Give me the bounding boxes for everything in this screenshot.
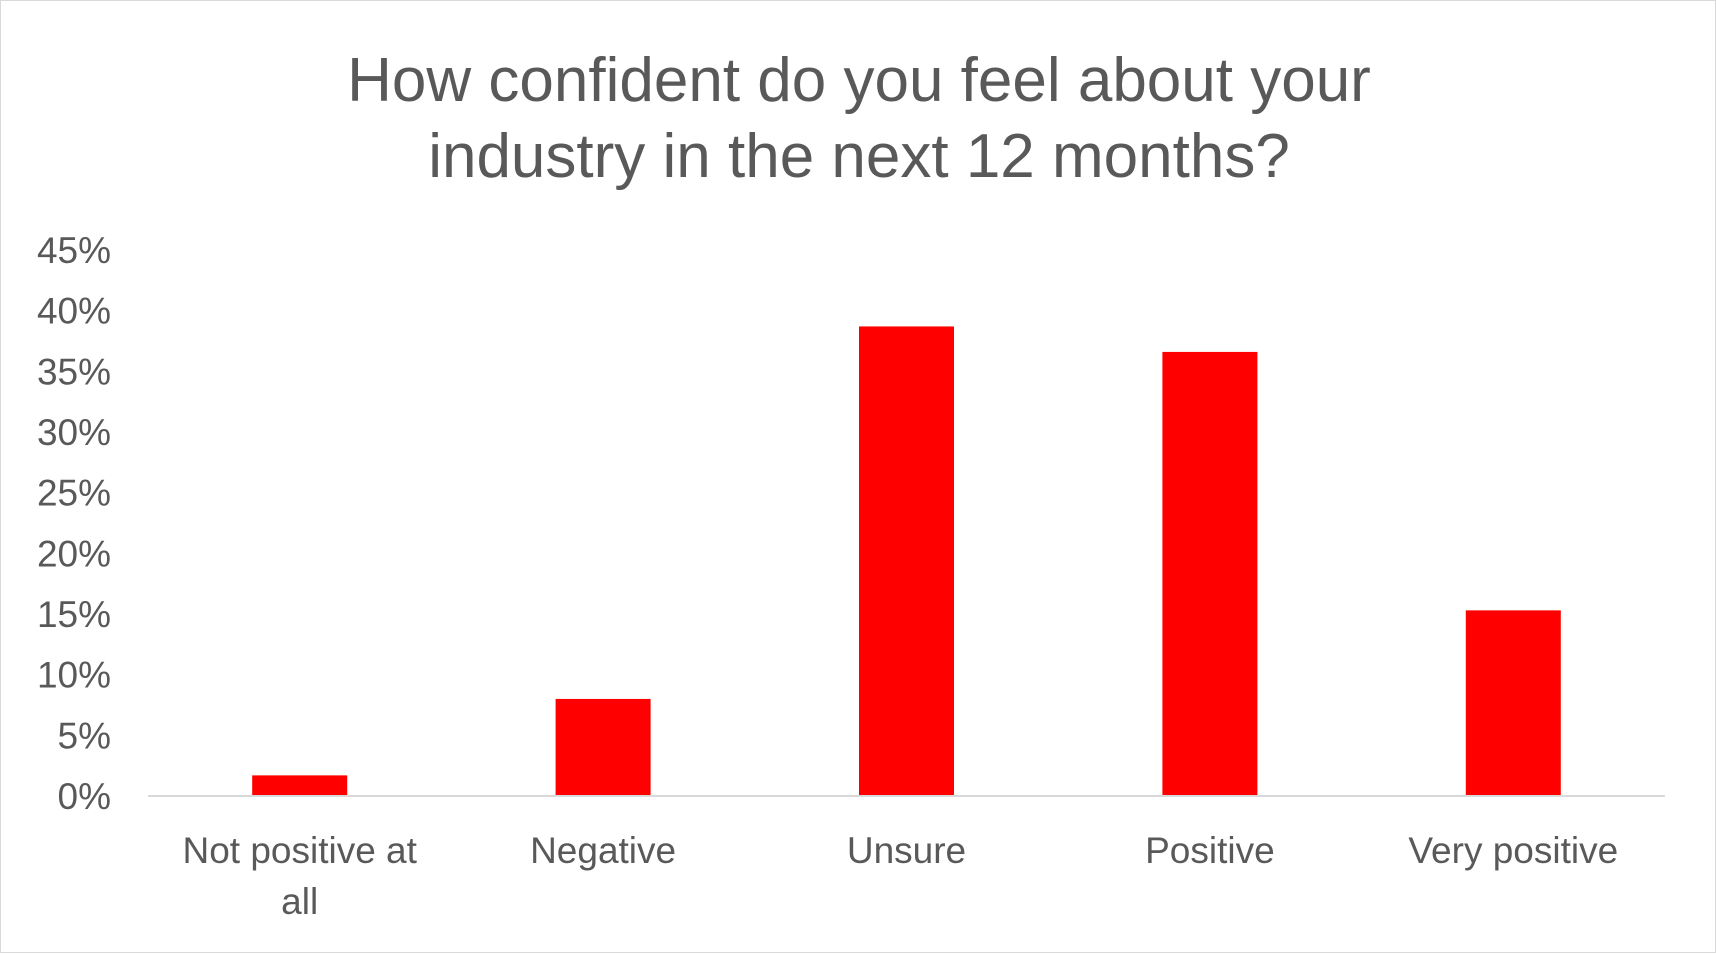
x-category-label: all: [281, 881, 318, 922]
y-tick-label: 20%: [37, 533, 111, 574]
x-category-label: Very positive: [1408, 830, 1618, 871]
y-tick-label: 45%: [37, 230, 111, 271]
bar: [859, 326, 954, 796]
y-axis-ticks: 0% 5% 10% 15% 20% 25% 30% 35% 40% 45%: [37, 230, 111, 817]
x-axis-category-labels: Not positive at all Negative Unsure Positive…: [182, 830, 1618, 922]
chart-title-line-1: How confident do you feel about your: [347, 46, 1371, 115]
x-category-label: Positive: [1145, 830, 1275, 871]
chart-title-line-2: industry in the next 12 months?: [428, 122, 1290, 191]
y-tick-label: 10%: [37, 655, 111, 696]
y-tick-label: 35%: [37, 351, 111, 392]
bar: [1465, 610, 1561, 796]
x-category-label: Not positive at: [182, 830, 417, 871]
x-category-label: Negative: [530, 830, 676, 871]
y-tick-label: 0%: [58, 776, 111, 817]
y-tick-label: 25%: [37, 473, 111, 514]
bars: [252, 326, 1561, 796]
y-tick-label: 5%: [58, 715, 111, 756]
bar: [252, 775, 348, 796]
y-tick-label: 40%: [37, 291, 111, 332]
x-category-label: Unsure: [847, 830, 966, 871]
bar: [555, 698, 651, 796]
y-tick-label: 15%: [37, 594, 111, 635]
bar: [1162, 351, 1258, 796]
y-tick-label: 30%: [37, 412, 111, 453]
